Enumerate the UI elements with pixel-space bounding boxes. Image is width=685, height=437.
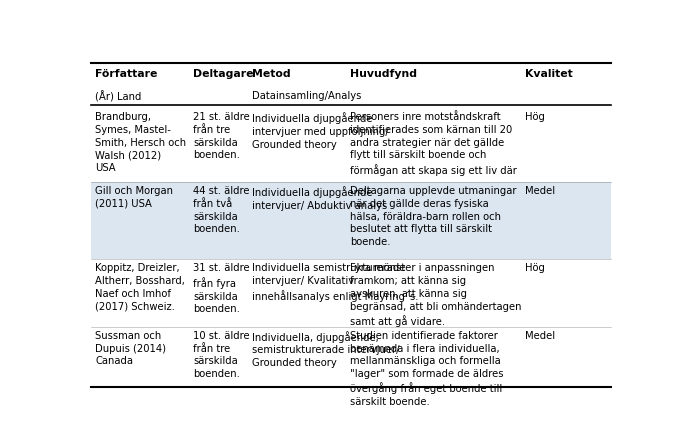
Text: Kvalitet: Kvalitet bbox=[525, 69, 573, 79]
Text: Studien identifierade faktorer
benämnda i flera individuella,
mellanmänskliga oc: Studien identifierade faktorer benämnda … bbox=[350, 331, 503, 407]
Text: Metod: Metod bbox=[252, 69, 290, 79]
Text: Individuella djupgående
intervjuer med uppföljning/
Grounded theory: Individuella djupgående intervjuer med u… bbox=[252, 112, 388, 149]
Text: Koppitz, Dreizler,
Altherr, Bosshard,
Naef och Imhof
(2017) Schweiz.: Koppitz, Dreizler, Altherr, Bosshard, Na… bbox=[95, 264, 185, 312]
Text: 31 st. äldre
från fyra
särskilda
boenden.: 31 st. äldre från fyra särskilda boenden… bbox=[193, 264, 250, 314]
Text: (År) Land: (År) Land bbox=[95, 91, 142, 103]
Text: Medel: Medel bbox=[525, 331, 556, 341]
Text: 21 st. äldre
från tre
särskilda
boenden.: 21 st. äldre från tre särskilda boenden. bbox=[193, 112, 250, 160]
Text: Medel: Medel bbox=[525, 186, 556, 196]
Text: Fyra mönster i anpassningen
framkom; att känna sig
avskuren, att känna sig
begrä: Fyra mönster i anpassningen framkom; att… bbox=[350, 264, 521, 327]
Text: Hög: Hög bbox=[525, 112, 545, 122]
Text: Individuella, djupgående,
semistrukturerade intervjuer/
Grounded theory: Individuella, djupgående, semistrukturer… bbox=[252, 331, 399, 368]
Text: Sussman och
Dupuis (2014)
Canada: Sussman och Dupuis (2014) Canada bbox=[95, 331, 166, 366]
Text: 44 st. äldre
från två
särskilda
boenden.: 44 st. äldre från två särskilda boenden. bbox=[193, 186, 250, 234]
Text: Författare: Författare bbox=[95, 69, 158, 79]
Text: Huvudfynd: Huvudfynd bbox=[350, 69, 417, 79]
Text: Individuella djupgående
intervjuer/ Abduktiv analys: Individuella djupgående intervjuer/ Abdu… bbox=[252, 186, 387, 211]
Text: Brandburg,
Symes, Mastel-
Smith, Hersch och
Walsh (2012)
USA: Brandburg, Symes, Mastel- Smith, Hersch … bbox=[95, 112, 186, 173]
Text: Gill och Morgan
(2011) USA: Gill och Morgan (2011) USA bbox=[95, 186, 173, 209]
Text: Deltagarna upplevde utmaningar
när det gällde deras fysiska
hälsa, föräldra-barn: Deltagarna upplevde utmaningar när det g… bbox=[350, 186, 516, 247]
Text: Deltagare: Deltagare bbox=[193, 69, 254, 79]
Text: Personers inre motståndskraft
identifierades som kärnan till 20
andra strategier: Personers inre motståndskraft identifier… bbox=[350, 112, 517, 176]
Text: Datainsamling/Analys: Datainsamling/Analys bbox=[252, 91, 361, 101]
Text: Hög: Hög bbox=[525, 264, 545, 274]
Text: 10 st. äldre
från tre
särskilda
boenden.: 10 st. äldre från tre särskilda boenden. bbox=[193, 331, 250, 379]
Text: Individuella semistrukturerade
intervjuer/ Kvalitativ
innehållsanalys enligt May: Individuella semistrukturerade intervjue… bbox=[252, 264, 419, 302]
